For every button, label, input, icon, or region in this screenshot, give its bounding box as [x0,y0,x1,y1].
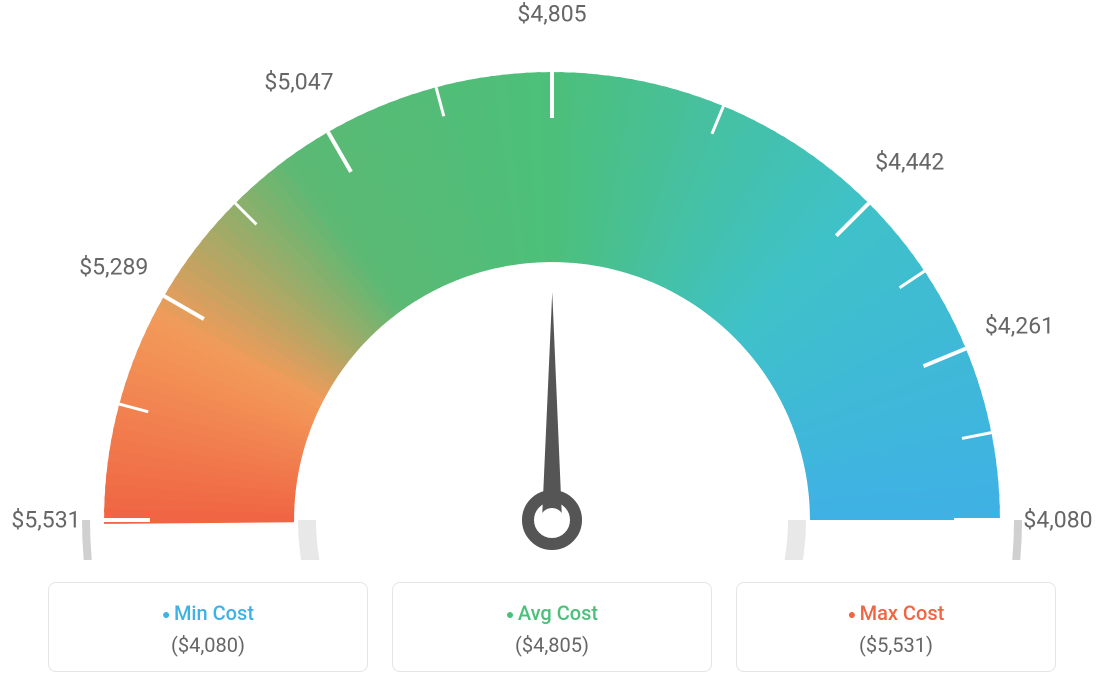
legend-label-min: Min Cost [61,601,355,625]
gauge-tick-label: $4,442 [875,149,944,176]
gauge-tick-label: $5,531 [11,507,80,534]
gauge-tick-label: $5,289 [79,254,148,281]
legend-label-max: Max Cost [749,601,1043,625]
legend-card-avg: Avg Cost ($4,805) [392,582,712,672]
gauge-chart: $4,080 $4,261 $4,442 $4,805 $5,047 $5,289 $5,5… [0,0,1104,560]
legend-value-avg: ($4,805) [405,633,699,657]
legend-value-min: ($4,080) [61,633,355,657]
legend-label-avg: Avg Cost [405,601,699,625]
legend-card-max: Max Cost ($5,531) [736,582,1056,672]
gauge-tick-label: $4,080 [1023,507,1092,534]
gauge-tick-label: $4,805 [517,1,586,28]
gauge-tick-label: $5,047 [264,68,333,95]
gauge-tick-label: $4,261 [985,313,1054,340]
legend-value-max: ($5,531) [749,633,1043,657]
legend-row: Min Cost ($4,080) Avg Cost ($4,805) Max … [0,582,1104,672]
legend-card-min: Min Cost ($4,080) [48,582,368,672]
gauge-svg [0,0,1104,560]
